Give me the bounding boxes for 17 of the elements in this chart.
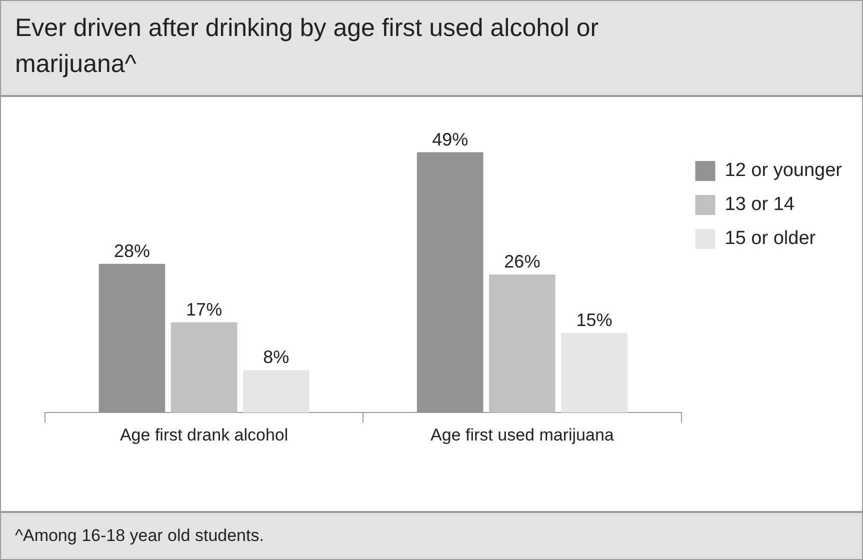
- data-label: 15%: [576, 310, 612, 330]
- data-label: 26%: [504, 251, 540, 272]
- data-label: 28%: [114, 240, 150, 261]
- bar: [170, 322, 238, 413]
- x-tick-label: Age first used marijuana: [430, 425, 614, 444]
- legend-label: 13 or 14: [724, 194, 795, 216]
- legend-label: 12 or younger: [724, 160, 843, 182]
- bar: [489, 274, 556, 413]
- data-label: 8%: [263, 347, 290, 368]
- x-tick-label: Age first drank alcohol: [120, 425, 288, 444]
- legend-label: 15 or older: [724, 228, 816, 250]
- bar: [561, 332, 628, 413]
- data-label: 49%: [432, 129, 468, 150]
- text: ^Among 16-18 year old students.: [1, 511, 862, 559]
- bar: [243, 370, 310, 413]
- chart-title: Ever driven after drinking by age first used alcohol or marijuana^: [1, 1, 862, 97]
- data-label: 17%: [186, 299, 222, 320]
